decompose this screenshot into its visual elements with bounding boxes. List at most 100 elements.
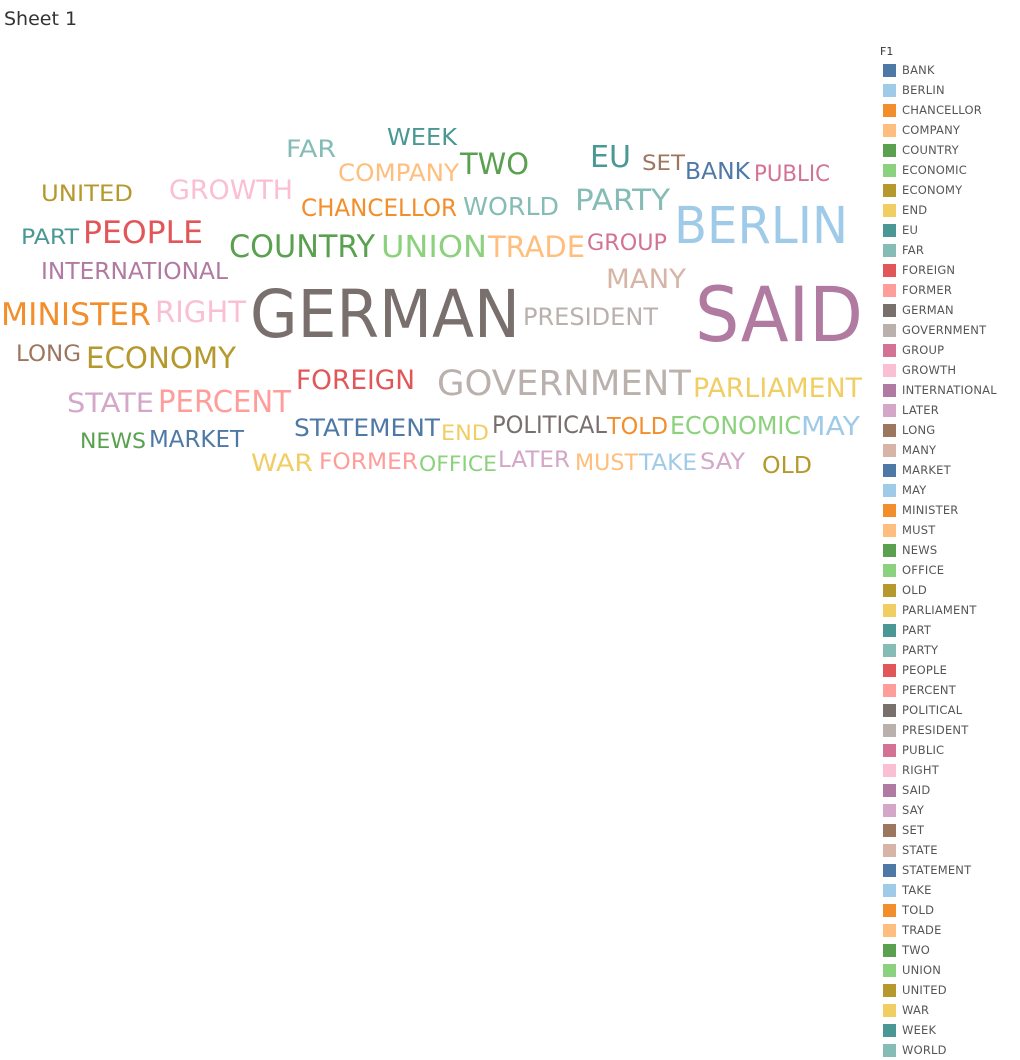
legend-item-government[interactable]: GOVERNMENT [880, 320, 1020, 340]
legend-item-party[interactable]: PARTY [880, 640, 1020, 660]
word-long[interactable]: LONG [16, 342, 81, 367]
word-growth[interactable]: GROWTH [169, 175, 293, 206]
legend-item-chancellor[interactable]: CHANCELLOR [880, 100, 1020, 120]
word-political[interactable]: POLITICAL [492, 411, 608, 439]
word-german[interactable]: GERMAN [250, 276, 520, 353]
word-war[interactable]: WAR [251, 449, 313, 477]
word-percent[interactable]: PERCENT [158, 385, 292, 420]
legend-item-end[interactable]: END [880, 200, 1020, 220]
legend-item-office[interactable]: OFFICE [880, 560, 1020, 580]
legend-item-percent[interactable]: PERCENT [880, 680, 1020, 700]
legend-item-trade[interactable]: TRADE [880, 920, 1020, 940]
legend-item-far[interactable]: FAR [880, 240, 1020, 260]
legend-item-part[interactable]: PART [880, 620, 1020, 640]
legend-item-international[interactable]: INTERNATIONAL [880, 380, 1020, 400]
legend-item-say[interactable]: SAY [880, 800, 1020, 820]
word-party[interactable]: PARTY [575, 183, 670, 217]
word-former[interactable]: FORMER [319, 450, 418, 475]
legend-item-berlin[interactable]: BERLIN [880, 80, 1020, 100]
word-economic[interactable]: ECONOMIC [670, 411, 801, 440]
legend-item-many[interactable]: MANY [880, 440, 1020, 460]
word-public[interactable]: PUBLIC [754, 162, 830, 187]
word-company[interactable]: COMPANY [338, 159, 459, 187]
legend-item-right[interactable]: RIGHT [880, 760, 1020, 780]
legend-item-economy[interactable]: ECONOMY [880, 180, 1020, 200]
legend-item-parliament[interactable]: PARLIAMENT [880, 600, 1020, 620]
legend-item-united[interactable]: UNITED [880, 980, 1020, 1000]
legend-item-german[interactable]: GERMAN [880, 300, 1020, 320]
legend-item-minister[interactable]: MINISTER [880, 500, 1020, 520]
word-state[interactable]: STATE [67, 388, 154, 419]
word-group[interactable]: GROUP [587, 231, 667, 256]
word-president[interactable]: PRESIDENT [523, 303, 658, 331]
word-economy[interactable]: ECONOMY [86, 341, 236, 375]
word-said[interactable]: SAID [695, 270, 863, 359]
legend-item-statement[interactable]: STATEMENT [880, 860, 1020, 880]
legend-item-state[interactable]: STATE [880, 840, 1020, 860]
word-set[interactable]: SET [642, 151, 685, 175]
legend-item-week[interactable]: WEEK [880, 1020, 1020, 1040]
legend-item-said[interactable]: SAID [880, 780, 1020, 800]
word-must[interactable]: MUST [575, 451, 639, 476]
legend-item-bank[interactable]: BANK [880, 60, 1020, 80]
legend-item-take[interactable]: TAKE [880, 880, 1020, 900]
legend-item-foreign[interactable]: FOREIGN [880, 260, 1020, 280]
word-old[interactable]: OLD [762, 453, 812, 479]
legend-item-public[interactable]: PUBLIC [880, 740, 1020, 760]
legend-item-set[interactable]: SET [880, 820, 1020, 840]
legend-item-political[interactable]: POLITICAL [880, 700, 1020, 720]
word-berlin[interactable]: BERLIN [674, 197, 848, 256]
legend-item-growth[interactable]: GROWTH [880, 360, 1020, 380]
word-world[interactable]: WORLD [463, 192, 559, 221]
legend-item-company[interactable]: COMPANY [880, 120, 1020, 140]
legend-item-economic[interactable]: ECONOMIC [880, 160, 1020, 180]
legend-item-market[interactable]: MARKET [880, 460, 1020, 480]
legend-item-must[interactable]: MUST [880, 520, 1020, 540]
legend-item-union[interactable]: UNION [880, 960, 1020, 980]
word-chancellor[interactable]: CHANCELLOR [301, 194, 457, 222]
word-end[interactable]: END [441, 421, 489, 445]
word-office[interactable]: OFFICE [419, 452, 497, 476]
word-week[interactable]: WEEK [387, 125, 458, 151]
word-government[interactable]: GOVERNMENT [437, 364, 692, 404]
legend-item-two[interactable]: TWO [880, 940, 1020, 960]
legend-item-country[interactable]: COUNTRY [880, 140, 1020, 160]
word-people[interactable]: PEOPLE [83, 215, 203, 251]
word-parliament[interactable]: PARLIAMENT [693, 373, 862, 404]
legend-item-president[interactable]: PRESIDENT [880, 720, 1020, 740]
legend-item-people[interactable]: PEOPLE [880, 660, 1020, 680]
legend-item-former[interactable]: FORMER [880, 280, 1020, 300]
legend-item-told[interactable]: TOLD [880, 900, 1020, 920]
word-union[interactable]: UNION [381, 230, 487, 265]
word-right[interactable]: RIGHT [155, 295, 246, 329]
word-take[interactable]: TAKE [638, 451, 697, 476]
word-later[interactable]: LATER [498, 448, 570, 473]
legend-item-old[interactable]: OLD [880, 580, 1020, 600]
word-bank[interactable]: BANK [685, 159, 751, 185]
word-news[interactable]: NEWS [80, 429, 146, 453]
word-market[interactable]: MARKET [149, 427, 245, 453]
legend-item-group[interactable]: GROUP [880, 340, 1020, 360]
word-may[interactable]: MAY [801, 412, 860, 442]
word-minister[interactable]: MINISTER [1, 297, 151, 333]
word-two[interactable]: TWO [459, 147, 529, 181]
legend-item-eu[interactable]: EU [880, 220, 1020, 240]
word-country[interactable]: COUNTRY [229, 229, 375, 265]
legend-item-long[interactable]: LONG [880, 420, 1020, 440]
legend-item-later[interactable]: LATER [880, 400, 1020, 420]
word-part[interactable]: PART [21, 225, 79, 249]
word-say[interactable]: SAY [700, 450, 746, 475]
word-trade[interactable]: TRADE [487, 230, 585, 264]
legend-item-war[interactable]: WAR [880, 1000, 1020, 1020]
legend-item-may[interactable]: MAY [880, 480, 1020, 500]
word-eu[interactable]: EU [590, 140, 631, 175]
word-far[interactable]: FAR [286, 135, 336, 163]
legend-item-world[interactable]: WORLD [880, 1040, 1020, 1060]
word-foreign[interactable]: FOREIGN [296, 365, 415, 396]
word-told[interactable]: TOLD [606, 414, 668, 440]
legend-item-news[interactable]: NEWS [880, 540, 1020, 560]
word-many[interactable]: MANY [606, 264, 687, 295]
word-statement[interactable]: STATEMENT [294, 414, 440, 442]
word-international[interactable]: INTERNATIONAL [41, 259, 228, 285]
word-united[interactable]: UNITED [41, 182, 133, 207]
